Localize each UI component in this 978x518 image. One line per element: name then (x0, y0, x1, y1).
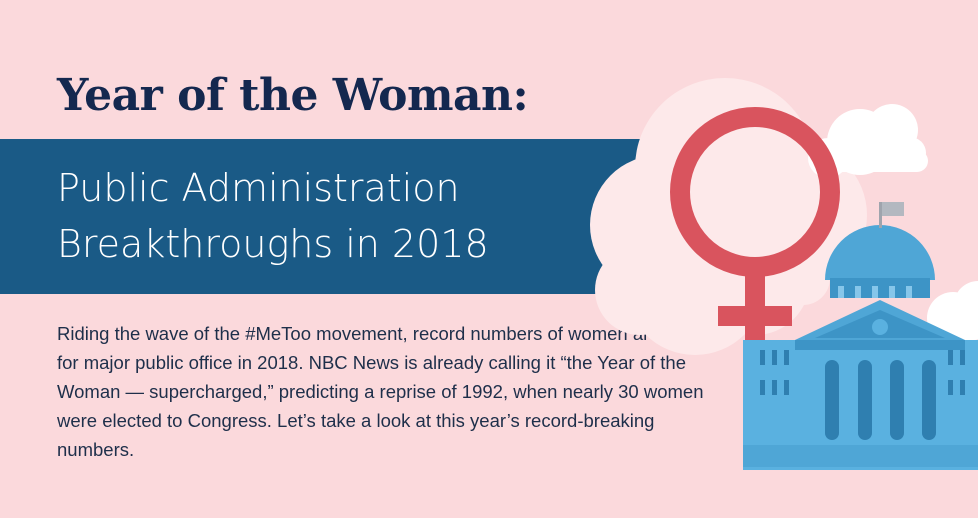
capitol-building-icon (743, 202, 978, 470)
page-title: Year of the Woman: (57, 70, 529, 121)
subtitle-line-1: Public Administration (57, 166, 460, 210)
illustration (590, 78, 978, 470)
subtitle-banner (0, 139, 652, 294)
subtitle-line-2: Breakthroughs in 2018 (57, 222, 489, 266)
female-symbol-icon (670, 107, 840, 360)
flag-icon (879, 202, 904, 228)
page-subtitle: Public Administration Breakthroughs in 20… (57, 160, 637, 272)
cloud-icon (808, 104, 928, 178)
intro-paragraph: Riding the wave of the #MeToo movement, … (57, 323, 727, 460)
